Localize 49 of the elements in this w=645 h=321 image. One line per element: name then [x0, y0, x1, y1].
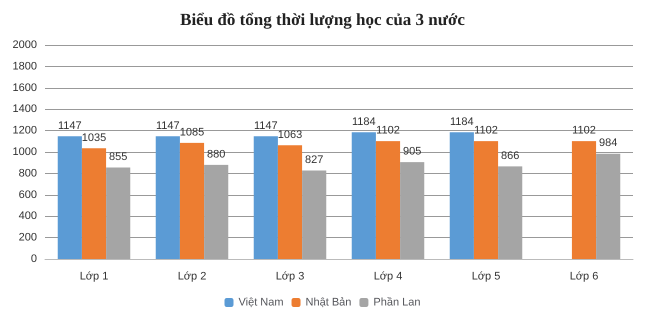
x-tick-label: Lớp 3	[276, 270, 304, 282]
y-tick-label: 1200	[12, 124, 37, 137]
data-label: 1184	[352, 116, 376, 128]
data-label: 1147	[58, 120, 82, 132]
data-label: 1102	[376, 124, 400, 137]
data-label: 1184	[450, 116, 474, 128]
bar	[254, 136, 278, 259]
bar	[450, 132, 474, 259]
x-tick-label: Lớp 5	[472, 270, 500, 282]
legend-label: Phần Lan	[373, 296, 421, 308]
data-label: 984	[598, 137, 618, 150]
x-tick-label: Lớp 1	[80, 270, 108, 282]
y-tick-label: 600	[18, 188, 37, 201]
bar	[572, 141, 596, 259]
y-tick-label: 0	[30, 253, 37, 265]
data-label: 1147	[254, 120, 278, 132]
y-tick-label: 2000	[12, 39, 37, 51]
legend-label: Việt Nam	[238, 296, 284, 308]
data-label: 905	[402, 146, 422, 158]
y-tick-label: 1800	[12, 60, 37, 72]
y-tick-label: 1400	[12, 103, 37, 116]
bar	[180, 142, 204, 259]
y-tick-label: 1000	[12, 146, 37, 158]
y-tick-label: 800	[18, 167, 37, 180]
bar	[376, 141, 400, 259]
y-tick-label: 200	[18, 232, 37, 244]
bar	[352, 132, 376, 259]
data-label: 866	[500, 150, 520, 162]
data-label: 1063	[278, 128, 302, 141]
data-label: 1102	[474, 124, 498, 137]
data-label: 880	[206, 148, 226, 160]
bar	[474, 141, 498, 259]
data-label: 1035	[82, 132, 106, 144]
bar	[58, 136, 82, 259]
x-tick-label: Lớp 4	[374, 270, 402, 282]
legend-label: Nhật Bản	[306, 296, 352, 308]
bar	[156, 136, 180, 259]
data-label: 827	[304, 154, 324, 166]
x-tick-label: Lớp 6	[570, 270, 598, 282]
bar	[278, 145, 302, 259]
y-tick-label: 1600	[12, 82, 37, 94]
chart-title: Biểu đồ tổng thời lượng học của 3 nước	[180, 10, 466, 29]
x-tick-label: Lớp 2	[178, 270, 206, 282]
bar	[82, 148, 106, 259]
data-label: 1102	[572, 124, 596, 137]
data-label: 1147	[156, 120, 180, 132]
y-tick-label: 400	[18, 210, 37, 222]
data-label: 855	[108, 151, 128, 164]
data-label: 1085	[180, 126, 204, 138]
